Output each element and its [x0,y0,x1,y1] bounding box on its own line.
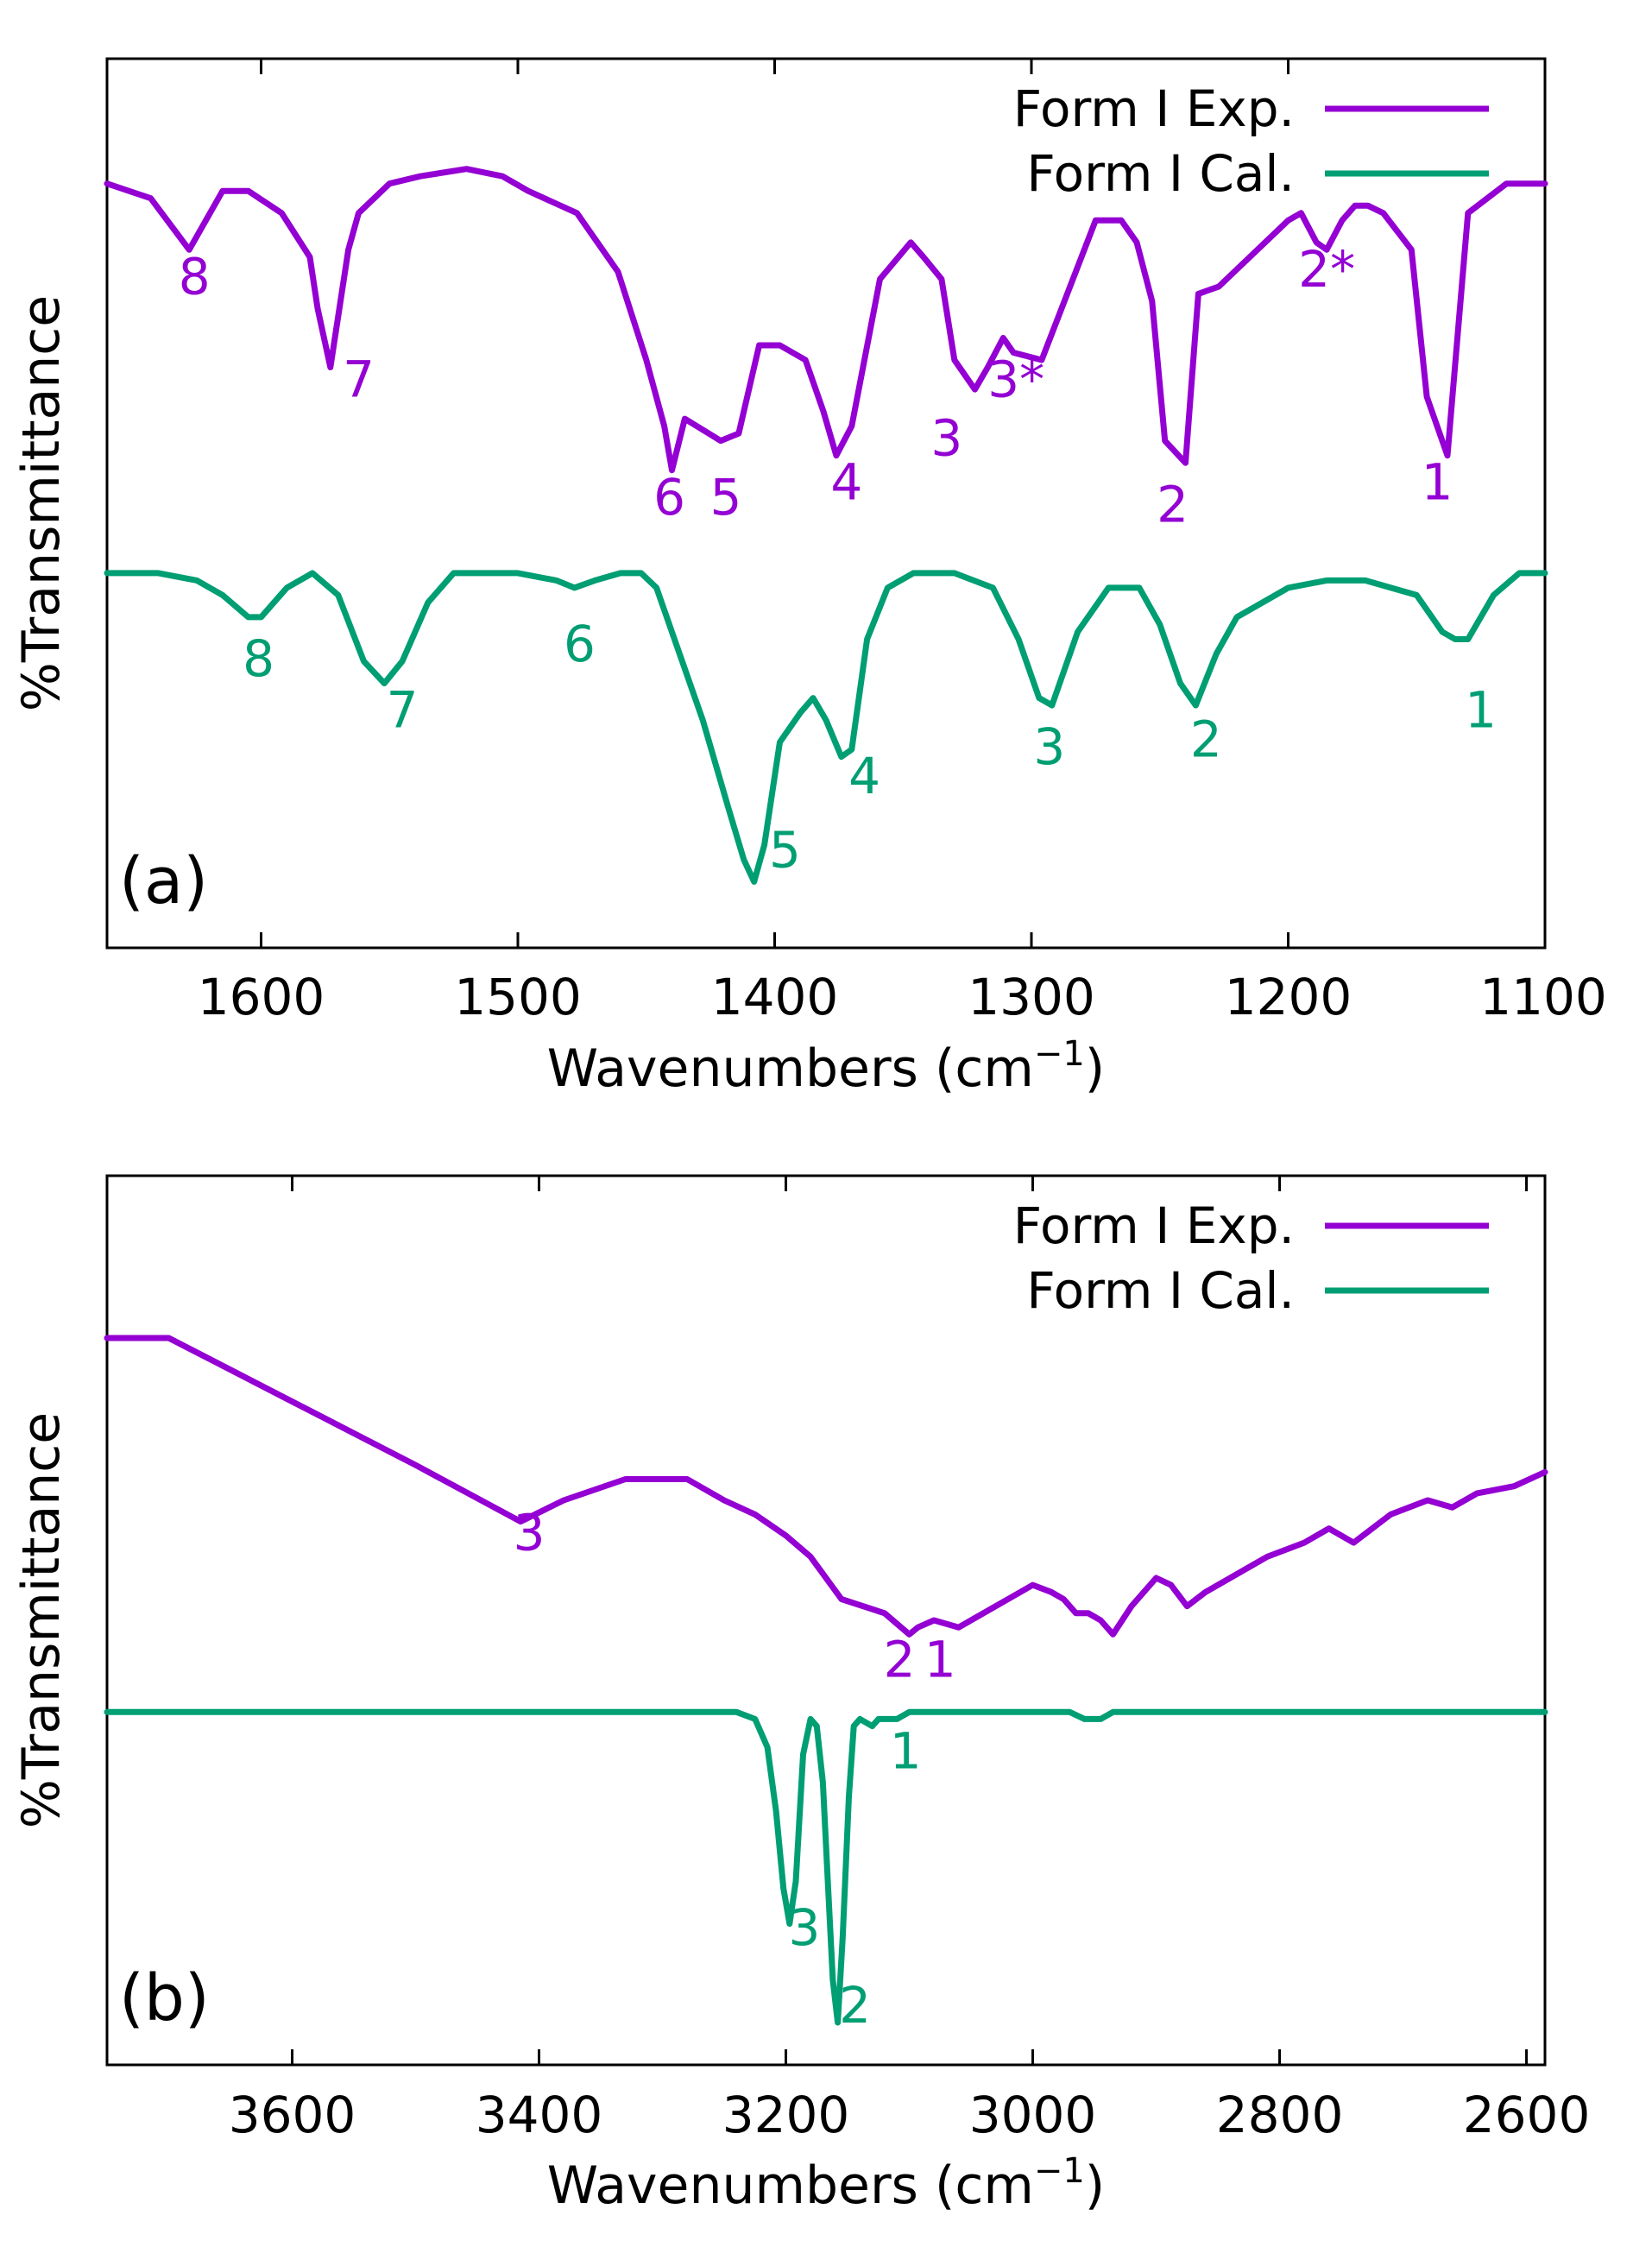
peak-label: 1 [890,1722,922,1781]
series-line-exp [104,1335,1548,1638]
series-line-cal [104,1708,1548,2026]
x-tick-label: 1200 [1225,968,1352,1026]
x-tick-label: 3600 [229,2086,356,2144]
chart-panel-b: 3600 3400 3200 3000 2800 2600 Wavenumbers (cm−… [11,1174,1591,2216]
x-axis-title: Wavenumbers (cm−1) [547,1034,1105,1099]
peak-label: 8 [243,629,274,688]
peak-label: 5 [710,468,742,527]
x-tick-label: 3400 [476,2086,603,2144]
x-tick-label: 2800 [1216,2086,1344,2144]
panel-label: (b) [119,1961,210,2036]
peak-label: 1 [924,1630,956,1688]
x-tick-label: 3000 [969,2086,1097,2144]
peak-label: 4 [830,453,862,512]
x-tick-label: 3200 [722,2086,850,2144]
peak-label: 2 [1157,475,1189,533]
series-line-cal [104,570,1548,885]
legend-label: Form I Cal. [1026,144,1295,203]
peak-label: 3 [789,1898,821,1957]
peak-label: 2 [884,1630,916,1688]
y-axis-title: %Transmittance [11,1412,72,1828]
x-tick-label: 1500 [454,968,582,1026]
x-tick-label: 1400 [711,968,839,1026]
peak-label: 6 [653,468,685,527]
legend-label: Form I Exp. [1013,79,1295,138]
plot-frame [105,1174,1547,2067]
y-axis-title: %Transmittance [11,295,72,711]
legend-label: Form I Exp. [1013,1196,1295,1255]
peak-label: 1 [1465,681,1497,740]
peak-label: 2* [1298,240,1355,299]
panel-label: (a) [119,844,208,918]
peak-label: 3* [987,350,1044,409]
x-tick-label: 1100 [1479,968,1607,1026]
peak-label: 3 [930,409,962,468]
legend-label: Form I Cal. [1026,1261,1295,1320]
x-tick-label: 1300 [968,968,1095,1026]
x-tick-label: 2600 [1463,2086,1591,2144]
plot-frame [105,57,1547,950]
peak-label: 4 [848,747,880,805]
peak-label: 7 [343,350,375,409]
peak-label: 2 [1190,710,1222,769]
peak-label: 2 [839,1976,871,2035]
chart-panel-a: 1600 1500 1400 1300 1200 1100 Wavenumbers (cm−… [11,57,1607,1099]
peak-label: 8 [179,247,211,306]
peak-label: 7 [387,681,419,740]
series-line-exp [104,166,1548,474]
x-tick-label: 1600 [198,968,325,1026]
peak-label: 5 [769,820,801,879]
peak-label: 3 [514,1503,545,1562]
x-axis-title: Wavenumbers (cm−1) [547,2151,1105,2216]
peak-label: 3 [1033,717,1065,776]
peak-label: 6 [564,615,596,673]
peak-label: 1 [1422,453,1453,512]
